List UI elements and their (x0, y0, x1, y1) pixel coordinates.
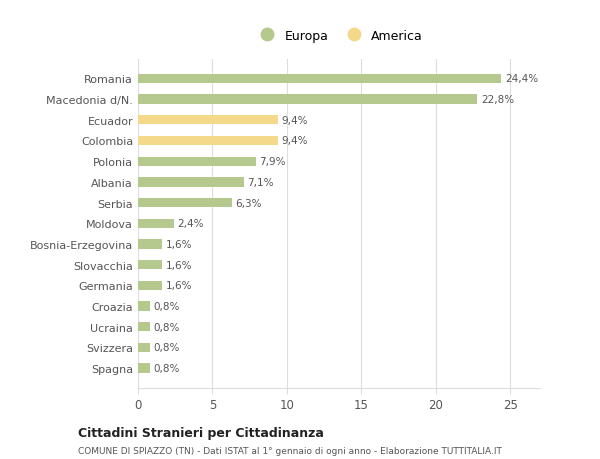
Text: 1,6%: 1,6% (166, 240, 192, 249)
Bar (138, 240, 162, 249)
Text: 7,1%: 7,1% (247, 178, 274, 187)
Bar (138, 136, 278, 146)
Text: 24,4%: 24,4% (505, 74, 538, 84)
Bar (138, 198, 232, 208)
Legend: Europa, America: Europa, America (248, 23, 430, 49)
Bar (138, 343, 150, 353)
Bar (138, 364, 150, 373)
Text: 6,3%: 6,3% (236, 198, 262, 208)
Bar (138, 322, 150, 332)
Text: 9,4%: 9,4% (281, 136, 308, 146)
Text: 0,8%: 0,8% (154, 343, 180, 353)
Bar (138, 95, 478, 105)
Text: 9,4%: 9,4% (281, 116, 308, 125)
Bar (138, 157, 256, 167)
Bar (138, 116, 278, 125)
Text: Cittadini Stranieri per Cittadinanza: Cittadini Stranieri per Cittadinanza (78, 426, 324, 439)
Text: 0,8%: 0,8% (154, 302, 180, 311)
Text: 0,8%: 0,8% (154, 322, 180, 332)
Bar (138, 281, 162, 291)
Text: 0,8%: 0,8% (154, 364, 180, 373)
Bar (138, 178, 244, 187)
Bar (138, 260, 162, 270)
Text: 1,6%: 1,6% (166, 281, 192, 291)
Bar (138, 219, 174, 229)
Text: 2,4%: 2,4% (178, 219, 204, 229)
Text: COMUNE DI SPIAZZO (TN) - Dati ISTAT al 1° gennaio di ogni anno - Elaborazione TU: COMUNE DI SPIAZZO (TN) - Dati ISTAT al 1… (78, 446, 502, 455)
Text: 22,8%: 22,8% (481, 95, 514, 105)
Bar (138, 74, 501, 84)
Bar (138, 302, 150, 311)
Text: 1,6%: 1,6% (166, 260, 192, 270)
Text: 7,9%: 7,9% (259, 157, 286, 167)
